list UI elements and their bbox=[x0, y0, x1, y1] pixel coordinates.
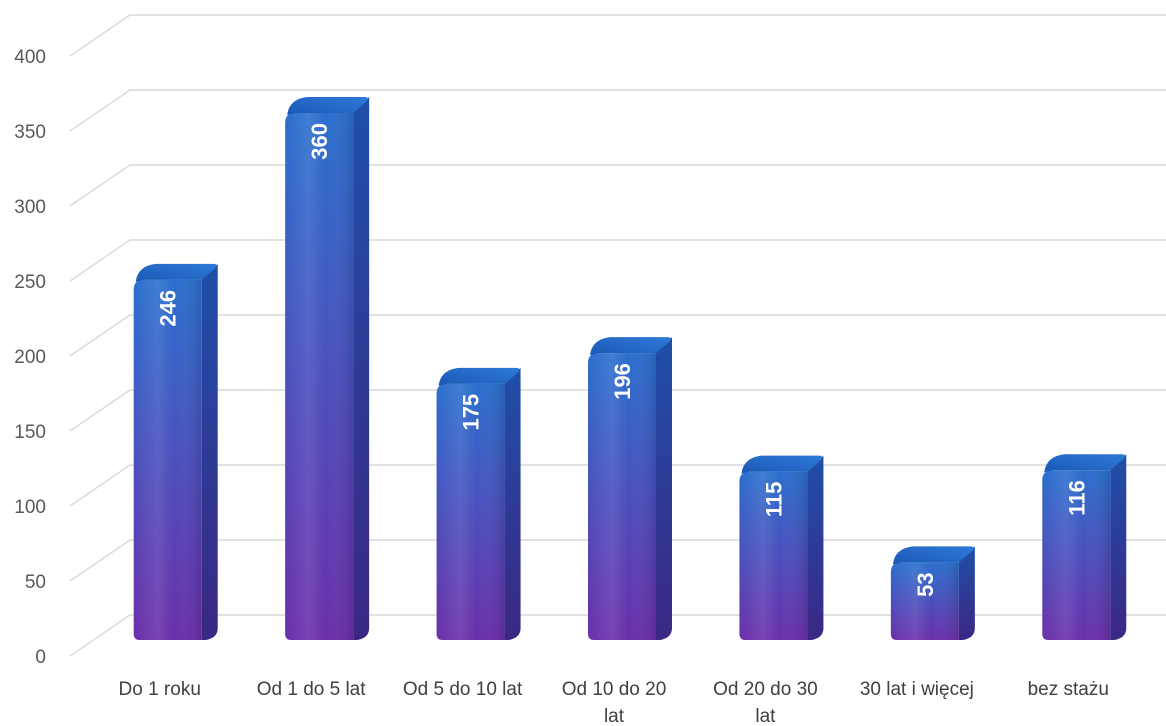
data-label: 175 bbox=[459, 394, 484, 431]
data-label: 53 bbox=[913, 572, 938, 596]
bar: 115 bbox=[739, 455, 824, 640]
x-tick-label: Do 1 roku bbox=[119, 679, 201, 700]
data-label: 196 bbox=[610, 363, 635, 400]
gridlines bbox=[69, 14, 1166, 657]
x-tick-label: Od 20 do 30 lat bbox=[713, 679, 818, 726]
x-tick-label: bez stażu bbox=[1028, 679, 1109, 700]
bar: 116 bbox=[1042, 454, 1127, 640]
bars: 246 360 175 196 115 53 116 bbox=[133, 97, 1127, 640]
y-tick-label: 250 bbox=[14, 272, 46, 293]
x-tick-label: Od 10 do 20 lat bbox=[562, 679, 667, 726]
y-tick-label: 50 bbox=[25, 572, 46, 593]
gridline bbox=[69, 14, 1166, 57]
y-tick-label: 150 bbox=[14, 422, 46, 443]
bar: 53 bbox=[890, 546, 975, 640]
x-axis-labels: Do 1 roku Od 1 do 5 lat Od 5 do 10 lat Od 1… bbox=[119, 679, 1109, 726]
data-label: 116 bbox=[1064, 480, 1089, 516]
gridline bbox=[69, 314, 1166, 357]
gridline bbox=[69, 239, 1166, 282]
bar: 246 bbox=[133, 263, 218, 640]
y-axis-ticks: 0 50 100 150 200 250 300 350 400 bbox=[14, 47, 46, 668]
y-tick-label: 350 bbox=[14, 122, 46, 143]
y-tick-label: 300 bbox=[14, 197, 46, 218]
y-tick-label: 100 bbox=[14, 497, 46, 518]
y-tick-label: 0 bbox=[35, 647, 46, 668]
gridline bbox=[69, 164, 1166, 207]
gridline bbox=[69, 389, 1166, 432]
data-label: 246 bbox=[156, 290, 181, 327]
bar: 196 bbox=[588, 337, 672, 640]
bar: 175 bbox=[436, 367, 521, 640]
data-label: 360 bbox=[307, 123, 332, 160]
gridline bbox=[69, 89, 1166, 132]
bar: 360 bbox=[285, 97, 370, 640]
y-tick-label: 200 bbox=[14, 347, 46, 368]
x-tick-label: 30 lat i więcej bbox=[860, 679, 974, 700]
x-tick-label: Od 5 do 10 lat bbox=[403, 679, 523, 700]
y-tick-label: 400 bbox=[14, 47, 46, 68]
x-tick-label: Od 1 do 5 lat bbox=[257, 679, 367, 700]
data-label: 115 bbox=[761, 482, 786, 518]
